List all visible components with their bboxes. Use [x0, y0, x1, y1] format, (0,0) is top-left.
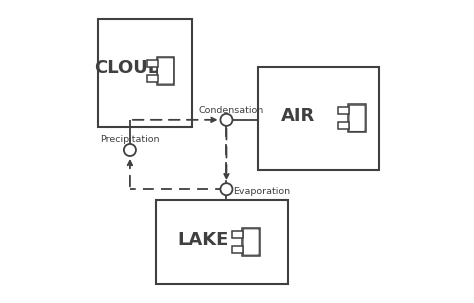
Bar — [155, 200, 288, 284]
Bar — [157, 57, 174, 85]
Bar — [258, 67, 379, 170]
Circle shape — [124, 144, 136, 156]
Text: LAKE: LAKE — [178, 231, 229, 249]
Bar — [338, 107, 349, 114]
FancyBboxPatch shape — [243, 229, 259, 255]
Text: CLOUD: CLOUD — [94, 59, 163, 77]
Text: Evaporation: Evaporation — [233, 187, 291, 196]
Text: Condensation: Condensation — [199, 106, 264, 115]
FancyBboxPatch shape — [157, 58, 173, 84]
Bar — [232, 231, 243, 238]
Bar — [348, 105, 366, 132]
Bar — [242, 228, 260, 256]
Bar — [232, 246, 243, 253]
Bar — [338, 122, 349, 129]
Bar — [147, 60, 158, 67]
Circle shape — [220, 183, 232, 195]
FancyBboxPatch shape — [349, 105, 365, 132]
Text: Precipitation: Precipitation — [100, 135, 159, 144]
Circle shape — [220, 114, 232, 126]
Bar — [147, 75, 158, 82]
Bar — [98, 19, 192, 127]
Text: AIR: AIR — [281, 107, 315, 125]
